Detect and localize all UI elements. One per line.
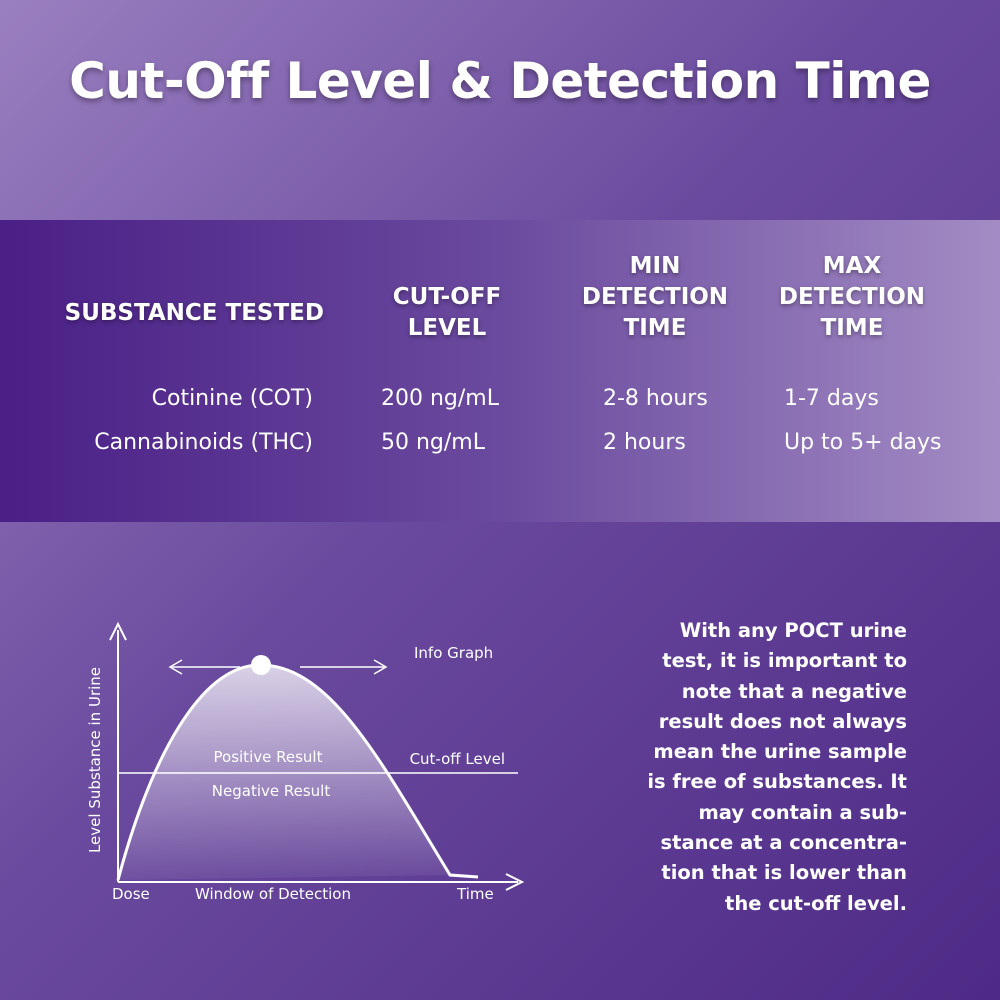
label: Negative Result [212,782,331,800]
table-cell: Cotinine (COT) [151,386,313,411]
note-line: note that a negative [681,679,907,703]
header: CUT-OFF LEVEL [392,284,502,341]
note-line: may contain a sub- [698,800,907,824]
table-band: SUBSTANCE TESTED CUT-OFF LEVEL MIN DETEC… [0,220,1000,522]
arrow [373,659,388,675]
table-cell: 50 ng/mL [381,430,485,455]
note-line: With any POCT urine [679,619,907,642]
diagram-title: Info Graph [414,644,493,662]
peak-dot [251,655,271,675]
note-line: mean the urine sample [653,740,907,764]
table-cell: 2-8 hours [603,386,708,411]
table-cell: 2 hours [603,430,686,455]
table-cell: Up to 5+ days [784,430,942,455]
header: MAX DETECTION TIME [778,253,926,341]
table-cell: Cannabinoids (THC) [94,430,313,455]
note-line: tion that is lower than [661,861,907,885]
arrow [505,873,525,891]
arrow [168,659,183,675]
title: Cut-Off Level & Detection Time [69,52,931,110]
label: Positive Result [214,748,323,766]
note-line: is free of substances. It [647,770,907,794]
table-cell: 1-7 days [784,386,879,411]
note-line: stance at a concentra- [660,831,907,855]
x-label: Window of Detection [195,885,351,903]
arrow [109,621,127,641]
note-line: the cut-off level. [725,891,907,915]
table-cell: 200 ng/mL [381,386,499,411]
note-line: test, it is important to [662,649,907,673]
y-label: Level Substance in Urine [86,667,104,853]
x-label: Time [456,885,494,903]
label: Cut-off Level [410,750,505,768]
header: MIN DETECTION TIME [581,253,729,341]
x-label: Dose [112,885,150,903]
note-line: result does not always [658,709,907,733]
note: With any POCT urine test, it is important… [647,616,907,919]
header: SUBSTANCE TESTED [64,300,324,326]
